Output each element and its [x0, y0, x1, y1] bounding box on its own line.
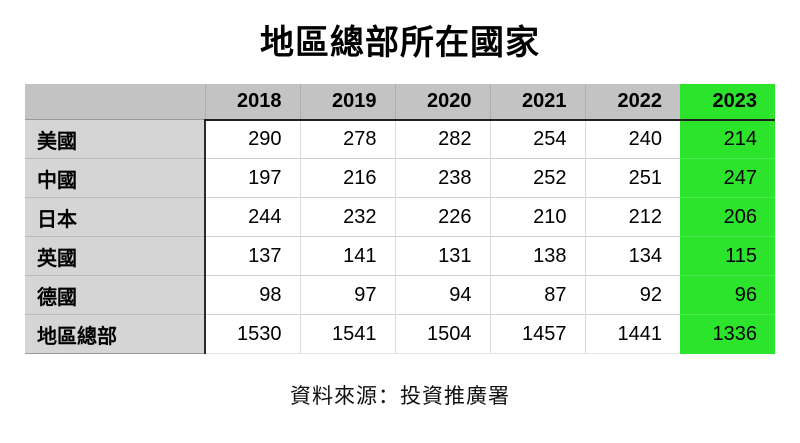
year-header-2021: 2021 — [489, 83, 585, 121]
row-label: 中國 — [25, 158, 205, 198]
cell-value-highlighted: 247 — [680, 158, 775, 198]
cell-value: 282 — [394, 119, 490, 159]
cell-value-highlighted: 96 — [680, 275, 775, 315]
cell-value: 134 — [584, 236, 680, 276]
cell-value: 1504 — [394, 314, 490, 354]
header-row: 2018 2019 2020 2021 2022 2023 — [25, 83, 775, 121]
year-header-2019: 2019 — [299, 83, 395, 121]
corner-header-cell — [25, 83, 205, 120]
row-label: 美國 — [25, 119, 205, 159]
cell-value-highlighted: 206 — [680, 197, 775, 237]
cell-value-highlighted: 115 — [680, 236, 775, 276]
cell-value-highlighted: 214 — [680, 119, 775, 159]
table-row-china: 中國 197 216 238 252 251 247 — [25, 158, 775, 198]
cell-value: 94 — [394, 275, 490, 315]
cell-value: 1530 — [204, 314, 300, 354]
cell-value: 240 — [584, 119, 680, 159]
cell-value: 232 — [299, 197, 395, 237]
cell-value: 290 — [204, 119, 300, 159]
cell-value: 141 — [299, 236, 395, 276]
row-label: 地區總部 — [25, 314, 205, 354]
cell-value: 254 — [489, 119, 585, 159]
cell-value: 137 — [204, 236, 300, 276]
cell-value: 1457 — [489, 314, 585, 354]
cell-value: 87 — [489, 275, 585, 315]
cell-value: 210 — [489, 197, 585, 237]
table-header: 2018 2019 2020 2021 2022 2023 — [25, 83, 775, 121]
data-source-caption: 資料來源：投資推廣署 — [290, 385, 510, 408]
cell-value: 216 — [299, 158, 395, 198]
cell-value: 97 — [299, 275, 395, 315]
cell-value-highlighted: 1336 — [680, 314, 775, 354]
cell-value: 252 — [489, 158, 585, 198]
cell-value: 251 — [584, 158, 680, 198]
year-header-2020: 2020 — [394, 83, 490, 121]
year-header-2018: 2018 — [204, 83, 300, 121]
cell-value: 212 — [584, 197, 680, 237]
table-row-total: 地區總部 1530 1541 1504 1457 1441 1336 — [25, 314, 775, 354]
cell-value: 1541 — [299, 314, 395, 354]
cell-value: 197 — [204, 158, 300, 198]
table-row-usa: 美國 290 278 282 254 240 214 — [25, 119, 775, 159]
year-header-2022: 2022 — [584, 83, 680, 121]
cell-value: 1441 — [584, 314, 680, 354]
regional-hq-table: 2018 2019 2020 2021 2022 2023 美國 290 278… — [25, 83, 775, 354]
cell-value: 244 — [204, 197, 300, 237]
cell-value: 238 — [394, 158, 490, 198]
table-row-japan: 日本 244 232 226 210 212 206 — [25, 197, 775, 237]
cell-value: 226 — [394, 197, 490, 237]
cell-value: 278 — [299, 119, 395, 159]
cell-value: 98 — [204, 275, 300, 315]
row-label: 英國 — [25, 236, 205, 276]
row-label: 日本 — [25, 197, 205, 237]
cell-value: 92 — [584, 275, 680, 315]
year-header-2023-highlighted: 2023 — [680, 83, 775, 121]
table-row-uk: 英國 137 141 131 138 134 115 — [25, 236, 775, 276]
cell-value: 131 — [394, 236, 490, 276]
table-row-germany: 德國 98 97 94 87 92 96 — [25, 275, 775, 315]
cell-value: 138 — [489, 236, 585, 276]
page-title: 地區總部所在國家 — [260, 24, 540, 62]
row-label: 德國 — [25, 275, 205, 315]
table-body: 美國 290 278 282 254 240 214 中國 197 216 23… — [25, 119, 775, 354]
